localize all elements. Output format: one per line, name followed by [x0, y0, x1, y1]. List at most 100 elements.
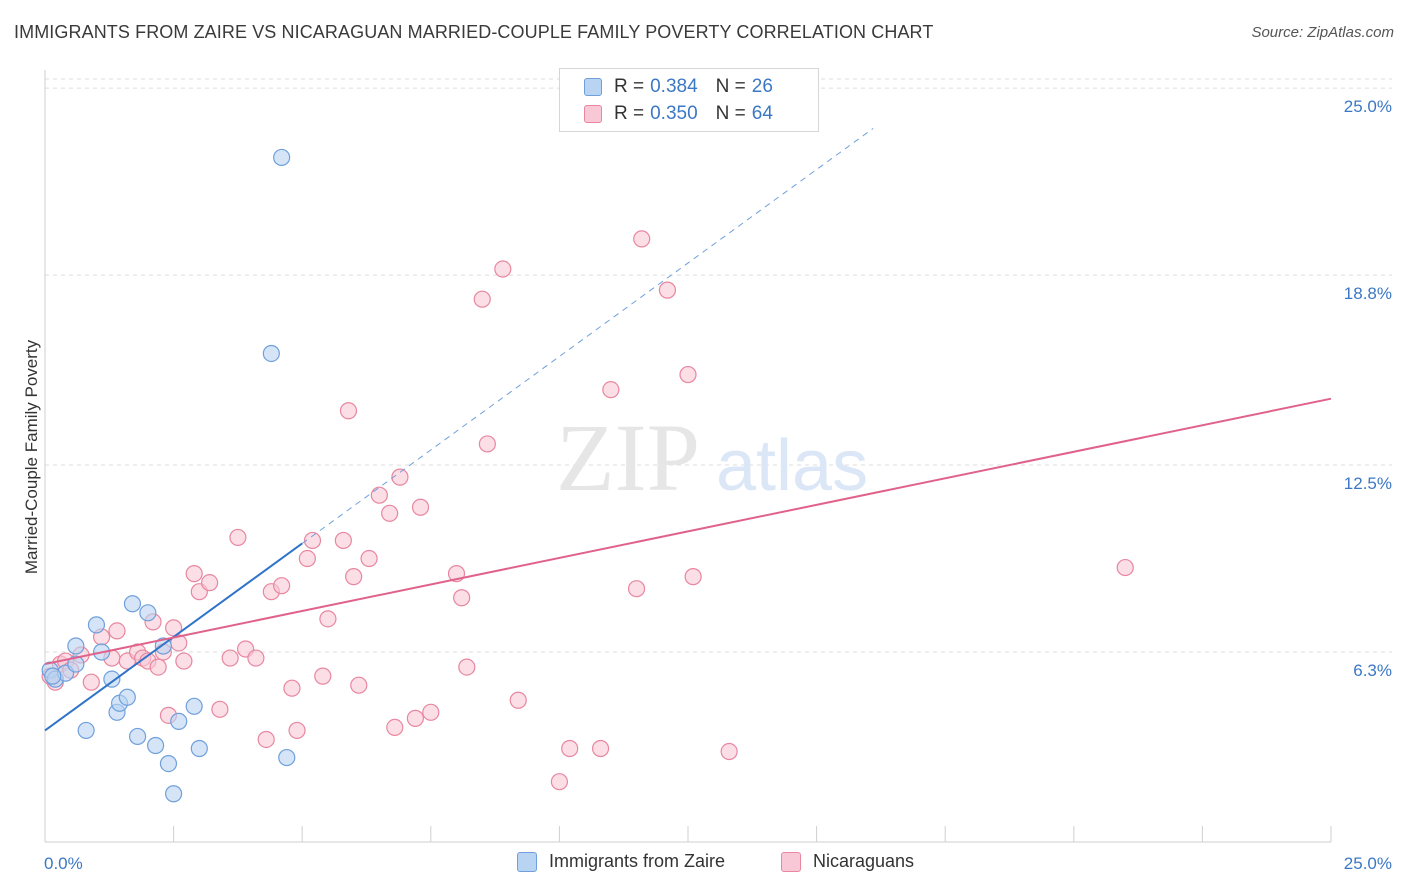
- zaire-point-11: [118, 688, 136, 706]
- legend-item-nicaraguans[interactable]: Nicaraguans: [781, 851, 914, 872]
- nicaraguans-point-35: [303, 531, 322, 550]
- nicaraguans-point-38: [334, 531, 352, 550]
- legend-row-zaire: R = 0.384 N = 26: [584, 75, 773, 99]
- trend-lines: [44, 127, 1332, 732]
- nicaraguans-point-31: [273, 577, 291, 595]
- nicaraguans-point-47: [406, 709, 424, 727]
- watermark-atlas: atlas: [716, 426, 868, 506]
- zaire-point-8: [103, 670, 121, 688]
- nicaraguans-point-63: [658, 281, 677, 299]
- nicaraguans-point-36: [314, 667, 332, 685]
- nicaraguans-point-20: [175, 652, 193, 670]
- chart-title: IMMIGRANTS FROM ZAIRE VS NICARAGUAN MARR…: [14, 22, 934, 42]
- nicaraguans-point-57: [550, 773, 569, 791]
- zaire-legend-label: Immigrants from Zaire: [549, 851, 726, 871]
- axes: [44, 70, 1332, 843]
- nicaraguans-point-51: [453, 589, 471, 607]
- nicaraguans-r-value: 0.350: [650, 103, 698, 124]
- nicaraguans-point-44: [381, 504, 399, 522]
- nicaraguans-point-46: [391, 468, 409, 486]
- zaire-point-18: [165, 785, 183, 803]
- nicaraguans-point-55: [494, 260, 512, 278]
- gridlines: [45, 78, 1392, 653]
- x-tick-label-0: 0.0%: [44, 854, 83, 873]
- y-axis-label: Married-Couple Family Poverty: [22, 339, 41, 574]
- zaire-point-5: [77, 721, 95, 740]
- zaire-point-19: [170, 712, 188, 730]
- tick-labels: 6.3% 12.5% 18.8% 25.0% 0.0% 25.0%: [44, 97, 1392, 873]
- zaire-point-6: [87, 616, 106, 634]
- zaire-point-21: [190, 739, 208, 758]
- zaire-point-25: [44, 667, 62, 685]
- nicaraguans-point-43: [370, 486, 388, 504]
- nicaraguans-point-29: [257, 730, 275, 749]
- nicaraguans-point-64: [679, 365, 697, 384]
- legend-item-zaire[interactable]: Immigrants from Zaire: [517, 851, 725, 872]
- nicaraguans-point-67: [1116, 558, 1134, 577]
- zaire-swatch: [584, 78, 602, 96]
- nicaraguans-point-25: [221, 649, 239, 667]
- zaire-point-15: [146, 736, 165, 755]
- zaire-point-17: [159, 754, 178, 773]
- nicaraguans-swatch: [584, 105, 602, 123]
- r-label: R =: [614, 103, 645, 124]
- zaire-point-14: [139, 604, 157, 622]
- nicaraguans-point-41: [350, 676, 368, 694]
- nicaraguans-point-9: [108, 622, 126, 640]
- r-label: R =: [614, 76, 645, 97]
- nicaraguans-point-39: [339, 402, 358, 420]
- nicaraguans-point-61: [627, 580, 646, 598]
- nicaraguans-point-42: [360, 549, 378, 568]
- watermark: ZIP atlas: [556, 404, 868, 511]
- zaire-legend-swatch: [517, 851, 537, 872]
- zaire-point-13: [128, 727, 147, 746]
- nicaraguans-point-53: [473, 290, 491, 308]
- zaire-point-3: [67, 655, 85, 673]
- series-legend: Immigrants from Zaire Nicaraguans: [0, 851, 1406, 877]
- nicaraguans-point-33: [288, 721, 306, 740]
- nicaraguans-point-40: [345, 568, 363, 586]
- nicaraguans-point-60: [602, 381, 620, 399]
- y-tick-label-3: 25.0%: [1344, 97, 1392, 116]
- y-tick-label-1: 12.5%: [1344, 474, 1392, 493]
- x-tick-label-1: 25.0%: [1344, 854, 1392, 873]
- zaire-point-4: [67, 637, 85, 655]
- legend-row-nicaraguans: R = 0.350 N = 64: [584, 102, 773, 126]
- nicaraguans-point-56: [509, 691, 527, 709]
- nicaraguans-point-15: [149, 658, 167, 676]
- zaire-trend-extension: [301, 127, 874, 544]
- zaire-point-22: [262, 344, 280, 363]
- nicaraguans-point-65: [684, 568, 702, 586]
- watermark-zip: ZIP: [556, 404, 700, 511]
- stats-legend: R = 0.384 N = 26 R = 0.350 N = 64: [559, 68, 819, 132]
- nicaraguans-trend-line: [44, 397, 1332, 666]
- zaire-points: [41, 148, 296, 803]
- nicaraguans-legend-swatch: [781, 851, 801, 872]
- zaire-n-value: 26: [751, 76, 773, 97]
- nicaraguans-point-58: [561, 739, 579, 758]
- zaire-point-12: [123, 595, 142, 613]
- zaire-point-23: [273, 148, 291, 167]
- zaire-point-20: [185, 697, 203, 715]
- nicaraguans-point-21: [185, 565, 203, 583]
- nicaraguans-point-62: [633, 230, 651, 248]
- nicaraguans-n-value: 64: [751, 103, 773, 124]
- zaire-r-value: 0.384: [650, 76, 698, 97]
- nicaraguans-point-6: [82, 673, 100, 691]
- nicaraguans-point-37: [319, 610, 337, 628]
- nicaraguans-point-24: [211, 700, 229, 718]
- nicaraguans-legend-label: Nicaraguans: [813, 851, 915, 871]
- nicaraguans-point-59: [591, 739, 610, 758]
- nicaraguans-point-54: [478, 435, 496, 453]
- nicaraguans-point-45: [386, 718, 404, 737]
- n-label: N =: [715, 76, 746, 97]
- nicaraguans-point-23: [201, 574, 219, 592]
- nicaraguans-point-66: [720, 742, 738, 761]
- source-label: Source: ZipAtlas.com: [1251, 24, 1394, 41]
- y-tick-label-0: 6.3%: [1353, 661, 1392, 680]
- nicaraguans-point-32: [283, 679, 301, 697]
- zaire-point-24: [278, 748, 296, 767]
- nicaraguans-point-52: [458, 658, 476, 676]
- n-label: N =: [715, 103, 746, 124]
